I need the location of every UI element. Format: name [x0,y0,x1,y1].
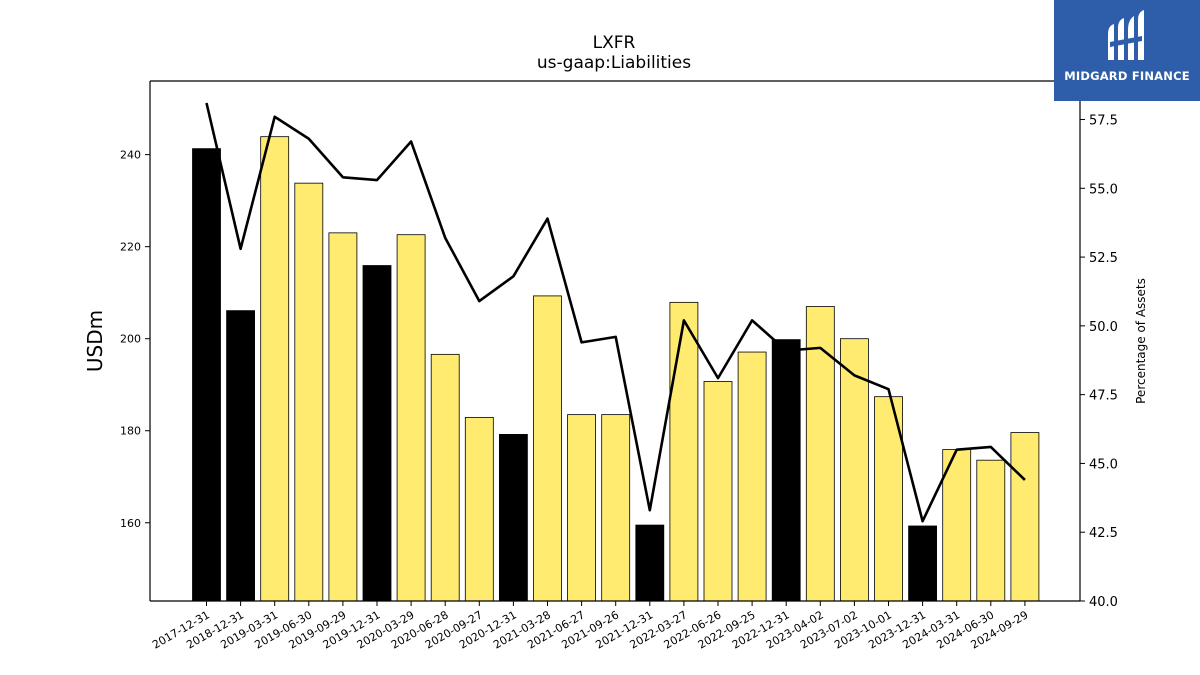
bar [533,295,562,602]
bar [601,414,631,602]
bar [260,136,290,602]
y2-axis-label: Percentage of Assets [1134,278,1148,404]
bar [908,525,937,602]
y2-tick-label: 55.0 [1089,182,1118,197]
bar [805,306,835,602]
y2-tick-label: 45.0 [1089,457,1118,472]
bar [771,339,801,602]
chart-title: LXFR [593,33,636,53]
y2-tick-label: 50.0 [1089,320,1118,335]
midgard-logo-icon [1108,10,1144,60]
bar [464,416,494,602]
bar [328,232,358,602]
bar [192,148,221,602]
percentage-line [205,102,1026,523]
bar [430,353,460,602]
y-tick-label: 180 [120,425,141,438]
bar [737,351,767,602]
bar [703,381,733,602]
y2-tick-label: 42.5 [1089,526,1118,541]
bar [362,265,392,602]
bar [498,434,528,602]
bar [874,396,903,602]
bar [669,301,699,602]
y2-tick-label: 57.5 [1089,114,1118,129]
bar [840,338,869,602]
y2-tick-label: 40.0 [1089,595,1118,610]
chart-subtitle: us-gaap:Liabilities [537,53,691,73]
y2-tick-label: 52.5 [1089,251,1118,266]
bar [976,459,1006,602]
bar [226,310,256,602]
bar [567,414,596,602]
y-tick-label: 200 [120,333,141,346]
bar [1010,432,1040,602]
bar [294,182,324,602]
y-tick-label: 220 [120,241,141,254]
bar [635,524,665,602]
y-axis-label: USDm [83,310,107,372]
y-tick-label: 160 [120,517,141,530]
logo-text: MIDGARD FINANCE [1064,69,1190,83]
bar [396,234,426,602]
y-tick-label: 240 [120,149,141,162]
company-logo: MIDGARD FINANCE [1054,0,1200,101]
y2-tick-label: 47.5 [1089,389,1118,404]
